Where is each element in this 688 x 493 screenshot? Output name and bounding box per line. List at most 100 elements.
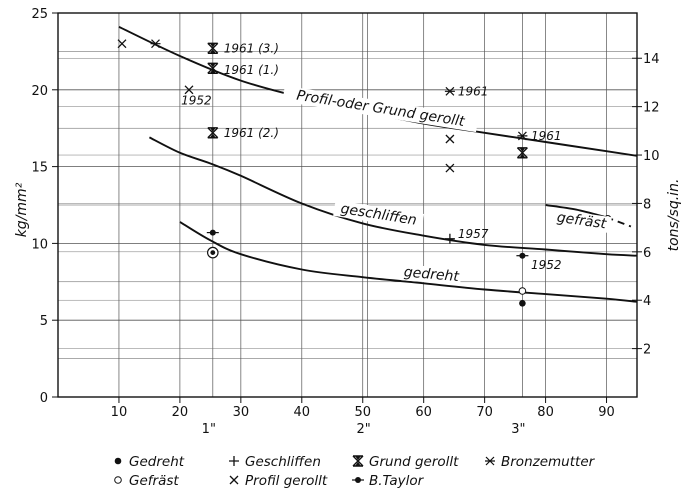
legend-label: Bronzemutter xyxy=(501,454,596,470)
annotation-label: 1961 (2.) xyxy=(224,126,279,140)
y-axis-left-label: kg/mm² xyxy=(14,182,30,237)
annotation-label: 1961 (1.) xyxy=(224,63,279,77)
marker-taylor xyxy=(352,477,364,483)
curve-label-text: gedreht xyxy=(403,264,460,285)
x-tick-label: 10 xyxy=(111,405,128,420)
marker-gefraest xyxy=(518,287,527,295)
gedreht-mark xyxy=(519,300,526,307)
legend-label: Gefräst xyxy=(129,473,179,489)
legend-item: Profil gerollt xyxy=(229,473,328,489)
marker-grund xyxy=(207,127,219,139)
marker-grund xyxy=(207,62,219,75)
grund-fill xyxy=(355,456,361,466)
y-tick-label: 20 xyxy=(31,84,48,99)
marker-plus xyxy=(229,456,239,466)
taylor-dot xyxy=(209,229,216,236)
x-tick-label: 80 xyxy=(537,405,554,420)
y-right-tick-label: 10 xyxy=(643,149,660,164)
asterisk-mark xyxy=(444,86,455,96)
x-mark xyxy=(445,134,455,144)
annotation-label: 1957 xyxy=(458,227,489,241)
curve-label-bg xyxy=(333,199,425,230)
x-mark xyxy=(117,39,127,49)
grund-fill xyxy=(209,127,216,138)
legend-item: Bronzemutter xyxy=(485,454,596,470)
y-tick-label: 5 xyxy=(40,314,48,329)
marker-plus xyxy=(444,233,455,244)
grund-fill xyxy=(519,147,526,158)
annotation-label: 1952 xyxy=(181,94,212,108)
legend-item: Gefräst xyxy=(114,473,179,489)
grund-fill xyxy=(209,63,216,74)
curve-label-bg xyxy=(282,85,479,133)
x-inch-label: 1" xyxy=(202,422,216,437)
curve-gedreht xyxy=(179,221,638,303)
y-tick-label: 10 xyxy=(31,237,48,252)
gedreht-mark xyxy=(114,457,122,465)
annotations: 1961 (3.) 1961 (1.) 1952 1961 (2.) 1961 1961 1… xyxy=(181,41,561,272)
y-tick-label: 25 xyxy=(31,7,48,22)
plus-mark xyxy=(444,233,455,244)
gefraest-center xyxy=(210,250,216,255)
grund-mark xyxy=(516,147,528,159)
marker-grund xyxy=(516,147,528,159)
curve-label: gefräst xyxy=(551,208,612,234)
y-axis-right-label: tons/sq.in. xyxy=(666,179,682,252)
legend-item: Gedreht xyxy=(114,454,185,470)
x-tick-label: 30 xyxy=(233,405,250,420)
x-tick-label: 40 xyxy=(294,405,311,420)
y-right-tick-label: 12 xyxy=(643,101,660,116)
marker-grund xyxy=(352,455,364,467)
grund-mark xyxy=(352,455,364,467)
marker-gedreht xyxy=(519,300,526,307)
legend-label: Profil gerollt xyxy=(245,473,328,489)
grund-mark xyxy=(207,42,219,54)
curve-label-bg xyxy=(401,264,462,286)
marker-gefraest xyxy=(114,476,122,484)
x-tick-label: 60 xyxy=(415,405,432,420)
curve-label: geschliffen xyxy=(333,199,425,230)
curve-label-text: Profil-oder Grund gerollt xyxy=(295,88,466,130)
y-axis-right: 2 4 6 8 10 12 14 xyxy=(632,52,660,358)
legend-label: Grund gerollt xyxy=(369,454,459,470)
x-inch-label: 2" xyxy=(356,422,370,437)
annotation-label: 1961 (3.) xyxy=(224,41,279,55)
x-mark xyxy=(184,85,194,95)
asterisk-mark xyxy=(150,39,161,49)
x-tick-label: 50 xyxy=(354,405,371,420)
legend: Gedreht Geschliffen Grund gerollt Bronzemut… xyxy=(114,454,596,489)
y-right-tick-label: 8 xyxy=(643,197,651,212)
annotation-label: 1952 xyxy=(531,258,562,272)
asterisk-mark xyxy=(485,456,495,466)
marker-gefraest_dot xyxy=(207,246,219,259)
asterisk-mark xyxy=(517,131,528,141)
legend-item: Geschliffen xyxy=(229,454,321,470)
curve-label-text: gefräst xyxy=(556,210,608,233)
grund-mark xyxy=(207,62,219,75)
annotation-label: 1961 xyxy=(531,129,562,143)
x-axis: 10 20 30 40 50 60 70 80 90 1" 2" 3" xyxy=(111,397,615,437)
curve-label-bg xyxy=(551,208,612,234)
y-right-tick-label: 2 xyxy=(643,343,651,358)
annotation-label: 1961 xyxy=(458,84,489,98)
marker-x xyxy=(229,475,239,485)
marker-asterisk xyxy=(444,86,455,96)
marker-asterisk xyxy=(485,456,495,466)
legend-label: Gedreht xyxy=(129,454,185,470)
plot-frame xyxy=(57,12,638,398)
taylor-dot xyxy=(519,252,526,259)
curve-geschliffen xyxy=(148,136,638,257)
y-right-tick-label: 14 xyxy=(643,52,660,67)
plus-mark xyxy=(229,456,239,466)
legend-item: Grund gerollt xyxy=(352,454,459,470)
y-tick-label: 0 xyxy=(40,391,48,406)
x-tick-label: 90 xyxy=(598,405,615,420)
curve-labels: Profil-oder Grund gerollt geschliffen gedr… xyxy=(282,85,612,286)
y-right-tick-label: 6 xyxy=(643,246,651,261)
taylor-dot xyxy=(355,477,361,483)
y-right-tick-label: 4 xyxy=(643,294,651,309)
marker-asterisk xyxy=(517,131,528,141)
x-tick-label: 20 xyxy=(172,405,189,420)
marker-taylor xyxy=(206,229,219,236)
